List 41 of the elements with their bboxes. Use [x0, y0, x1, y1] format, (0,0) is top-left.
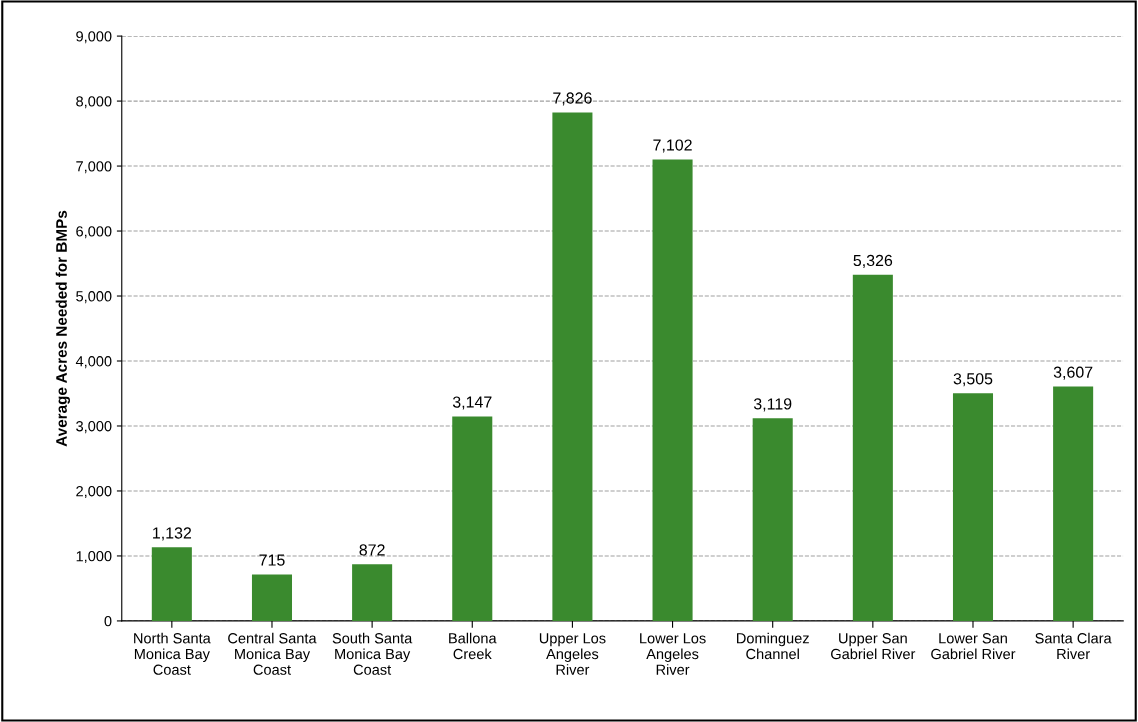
data-label: 7,826 [553, 92, 592, 106]
data-label: 3,147 [452, 396, 492, 410]
bar [251, 574, 293, 621]
y-axis-title: Average Acres Needed for BMPs [55, 210, 70, 447]
y-tick-label: 9,000 [76, 31, 112, 44]
bar [352, 564, 393, 621]
y-tick-label: 6,000 [76, 226, 112, 239]
y-tick-label: 8,000 [76, 96, 112, 109]
bar [1053, 386, 1094, 621]
x-tick-label: Lower Los Angeles River [640, 633, 706, 675]
data-label: 7,102 [653, 139, 692, 153]
x-tick-label: Santa Clara River [1035, 632, 1112, 660]
y-tick-label: 3,000 [76, 421, 112, 434]
y-tick-label: 1,000 [76, 551, 112, 564]
data-label: 715 [259, 554, 285, 566]
x-tick-label: Central Santa Monica Bay Coast [228, 632, 317, 675]
x-tick-label: Dominguez Channel [737, 632, 809, 660]
y-tick-label: 2,000 [76, 486, 112, 499]
x-tick-label: Upper Los Angeles River [539, 633, 606, 675]
data-label: 3,119 [753, 398, 792, 412]
x-tick-label: North Santa Monica Bay Coast [134, 632, 211, 675]
data-label: 5,326 [853, 254, 893, 269]
data-label: 3,607 [1053, 366, 1093, 380]
y-tick-label: 5,000 [76, 291, 112, 304]
y-tick-label: 4,000 [75, 356, 112, 369]
y-tick-label: 0 [104, 616, 112, 627]
bar [452, 416, 493, 621]
bar [652, 159, 693, 621]
x-tick-label: Upper San Gabriel River [831, 633, 916, 660]
bar [151, 547, 192, 621]
bar [752, 418, 793, 621]
data-label: 872 [359, 544, 385, 556]
data-label: 1,132 [153, 527, 192, 541]
x-tick-label: Ballona Creek [449, 632, 497, 660]
x-tick-label: Lower San Gabriel River [931, 633, 1016, 660]
bar [552, 112, 593, 621]
bar [952, 393, 994, 621]
data-label: 3,505 [953, 373, 993, 387]
bar [852, 274, 893, 621]
y-tick-label: 7,000 [76, 161, 112, 174]
x-tick-label: South Santa Monica Bay Coast [332, 632, 413, 675]
